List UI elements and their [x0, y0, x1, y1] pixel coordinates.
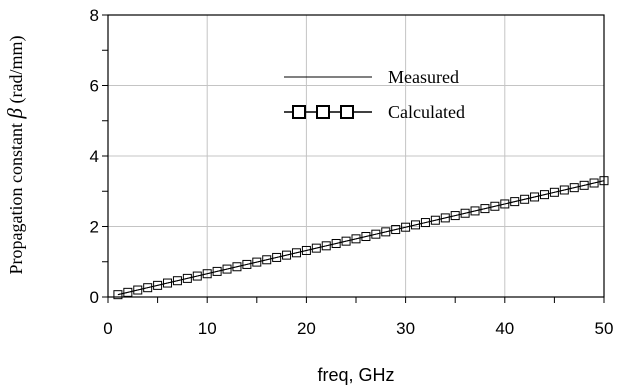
series-calculated-marker	[272, 252, 282, 262]
series-calculated-marker	[599, 176, 609, 186]
series-calculated-marker	[252, 257, 262, 267]
x-tick-labels: 0 10 20 30 40 50	[103, 319, 613, 338]
x-tick-label: 30	[396, 319, 415, 338]
legend: Measured Calculated	[284, 67, 465, 122]
series-calculated-marker	[341, 236, 351, 246]
series-calculated-marker	[133, 285, 143, 295]
series-calculated-marker	[212, 266, 222, 276]
series-calculated-marker	[569, 183, 579, 193]
series-calculated-marker	[153, 280, 163, 290]
legend-calculated-marker	[316, 105, 330, 119]
series-calculated-marker	[291, 248, 301, 258]
series-calculated-line	[117, 180, 605, 296]
series-calculated-marker	[123, 287, 133, 297]
legend-measured-label: Measured	[388, 67, 459, 87]
series-calculated-marker	[321, 241, 331, 251]
series-calculated-marker	[172, 276, 182, 286]
x-tick-label: 50	[595, 319, 614, 338]
series-calculated-marker	[182, 273, 192, 283]
series-calculated-marker	[430, 215, 440, 225]
series-calculated-marker	[311, 243, 321, 253]
series-calculated-marker	[480, 204, 490, 214]
series-calculated-marker	[381, 227, 391, 237]
series-calculated-marker	[539, 190, 549, 200]
x-axis-title: freq, GHz	[317, 365, 394, 385]
y-tick-label: 6	[90, 77, 99, 96]
y-axis-title-text: Propagation constant	[6, 118, 26, 274]
x-tick-label: 20	[297, 319, 316, 338]
series-calculated-marker	[262, 255, 272, 265]
y-tick-label: 8	[90, 6, 99, 25]
legend-calculated-marker	[292, 105, 306, 119]
series-calculated-marker	[440, 213, 450, 223]
series-calculated-marker	[401, 222, 411, 232]
series-calculated-marker	[450, 211, 460, 221]
series-calculated-marker	[411, 220, 421, 230]
y-tick-labels: 0 2 4 6 8	[90, 6, 99, 307]
series-calculated-marker	[371, 229, 381, 239]
series-calculated-marker	[500, 199, 510, 209]
y-axis-title: Propagation constant β (rad/mm)	[3, 36, 27, 275]
series-calculated-marker	[391, 225, 401, 235]
series-calculated-marker	[301, 245, 311, 255]
series-calculated-marker	[420, 218, 430, 228]
series-calculated-marker	[202, 269, 212, 279]
y-tick-label: 2	[90, 218, 99, 237]
series-calculated-marker	[460, 208, 470, 218]
x-tick-label: 10	[198, 319, 217, 338]
y-tick-label: 0	[90, 288, 99, 307]
series-calculated-marker	[579, 180, 589, 190]
y-axis-title-unit: (rad/mm)	[6, 36, 27, 108]
series-calculated-marker	[143, 283, 153, 293]
series-calculated-marker	[490, 201, 500, 211]
series-calculated-marker	[549, 187, 559, 197]
series-calculated-marker	[361, 232, 371, 242]
series-calculated-marker	[192, 271, 202, 281]
series-layer	[113, 176, 609, 300]
series-calculated-marker	[559, 185, 569, 195]
series-calculated-marker	[470, 206, 480, 216]
series-calculated-marker	[589, 178, 599, 188]
series-calculated-marker	[232, 262, 242, 272]
series-calculated-marker	[282, 250, 292, 260]
series-calculated-marker	[510, 197, 520, 207]
series-calculated-marker	[242, 259, 252, 269]
grid	[107, 14, 605, 298]
series-calculated-marker	[163, 278, 173, 288]
series-calculated-marker	[331, 238, 341, 248]
x-tick-label: 0	[103, 319, 112, 338]
series-calculated-marker	[222, 264, 232, 274]
series-calculated-marker	[520, 194, 530, 204]
x-tick-label: 40	[495, 319, 514, 338]
legend-calculated-marker	[340, 105, 354, 119]
legend-calculated-label: Calculated	[388, 102, 465, 122]
series-calculated-marker	[530, 192, 540, 202]
series-calculated-marker	[351, 234, 361, 244]
series-calculated-marker	[113, 290, 123, 300]
y-axis-title-symbol: β	[3, 107, 27, 119]
minor-ticks	[102, 14, 605, 303]
y-tick-label: 4	[90, 147, 99, 166]
